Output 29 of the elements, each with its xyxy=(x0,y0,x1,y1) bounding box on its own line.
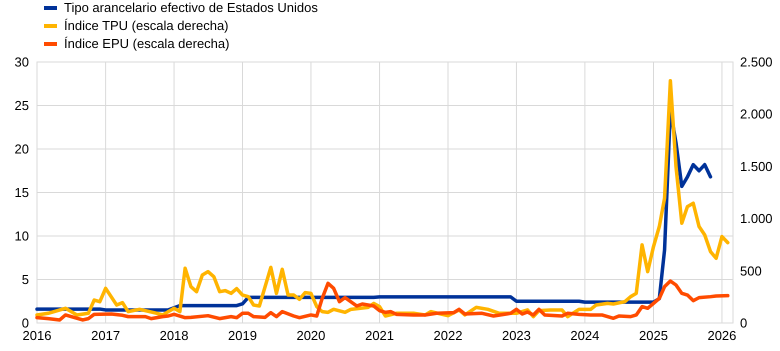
y2-tick-label: 1.500 xyxy=(740,158,773,174)
y-tick-label: 20 xyxy=(14,142,29,156)
y2-tick-label: 500 xyxy=(740,263,762,278)
x-tick-label: 2020 xyxy=(296,328,326,343)
y-tick-label: 10 xyxy=(14,228,29,244)
line-series xyxy=(35,79,730,318)
x-tick-label: 2022 xyxy=(434,328,462,343)
legend-label: Tipo arancelario efectivo de Estados Unidos xyxy=(64,0,318,15)
x-tick-label: 2026 xyxy=(707,328,736,343)
legend-label: Índice TPU (escala derecha) xyxy=(64,18,229,33)
x-tick-label: 2023 xyxy=(502,328,531,343)
x-tick-label: 2017 xyxy=(91,328,120,343)
y2-tick-label: 1.000 xyxy=(740,211,773,226)
x-tick-label: 2018 xyxy=(160,328,189,343)
y2-tick-label: 0 xyxy=(740,316,748,330)
x-tick-label: 2019 xyxy=(228,328,257,343)
x-tick-label: 2025 xyxy=(639,328,668,343)
y-tick-label: 15 xyxy=(14,185,29,200)
legend-label: Índice EPU (escala derecha) xyxy=(64,36,230,51)
y2-tick-label: 2.000 xyxy=(740,106,773,122)
y2-tick-label: 2.500 xyxy=(740,54,773,70)
y-tick-label: 30 xyxy=(14,54,29,70)
x-tick-label: 2024 xyxy=(570,328,600,343)
y-tick-label: 25 xyxy=(14,98,29,113)
x-tick-label: 2016 xyxy=(22,328,52,343)
x-tick-label: 2021 xyxy=(365,328,394,343)
y-tick-label: 0 xyxy=(22,316,29,330)
line-series xyxy=(35,279,730,322)
y-tick-label: 5 xyxy=(22,272,29,287)
